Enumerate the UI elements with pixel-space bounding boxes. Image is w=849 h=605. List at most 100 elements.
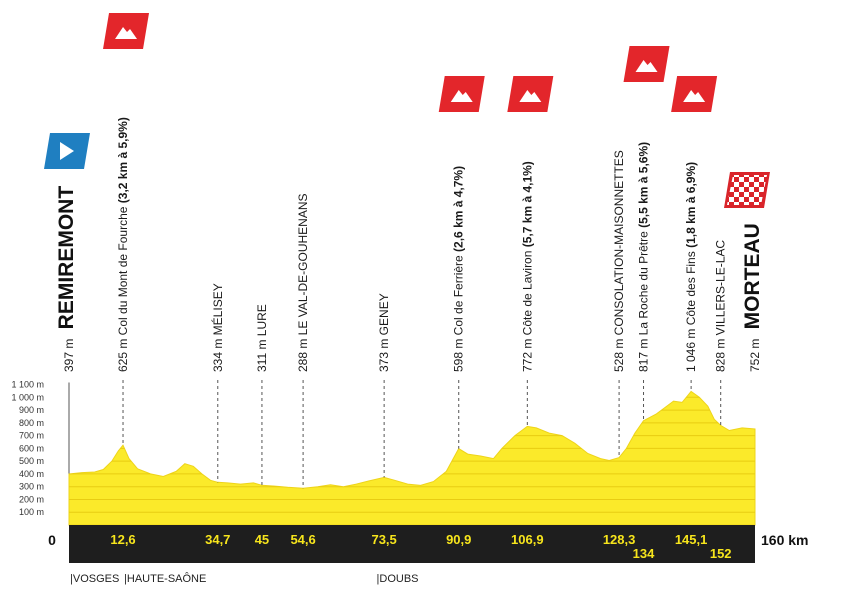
mountain-flag-icon	[623, 46, 670, 82]
mountain-flag-icon	[507, 76, 554, 112]
point-7: 772 m Côte de Laviron (5,7 km à 4,1%)	[520, 161, 534, 427]
checker-square	[749, 197, 754, 202]
climb-details: (5,5 km à 5,6%)	[637, 142, 651, 231]
km-axis-band	[69, 525, 755, 563]
checker-square	[744, 182, 749, 187]
checker-square	[744, 192, 749, 197]
point-altitude: 288 m	[296, 335, 310, 372]
climb-details: (1,8 km à 6,9%)	[684, 162, 698, 251]
y-tick-label: 600 m	[19, 443, 44, 453]
checker-square	[739, 187, 744, 192]
point-altitude: 772 m	[520, 335, 534, 372]
point-4: 288 m LE VAL-DE-GOUHENANS	[296, 194, 310, 489]
point-name: VILLERS-LE-LAC	[714, 240, 728, 336]
km-label: 152	[710, 546, 732, 561]
point-name: GENEY	[377, 293, 391, 335]
point-name: LURE	[255, 304, 269, 336]
point-label: 1 046 m Côte des Fins (1,8 km à 6,9%)	[684, 162, 698, 372]
checker-square	[759, 197, 764, 202]
point-2: 334 m MÉLISEY	[210, 283, 225, 483]
checker-square	[739, 197, 744, 202]
y-tick-label: 700 m	[19, 431, 44, 441]
point-12: 752 m MORTEAU	[741, 223, 764, 372]
profile-area	[68, 390, 756, 526]
climb-details: (5,7 km à 4,1%)	[520, 161, 534, 250]
point-name: CONSOLATION-MAISONNETTES	[612, 150, 626, 335]
km-label: 90,9	[446, 532, 471, 547]
checker-square	[729, 187, 734, 192]
mountain-flag-icon	[671, 76, 718, 112]
mountain-glyph	[115, 27, 138, 39]
point-label: 373 m GENEY	[377, 293, 391, 372]
point-label: 334 m MÉLISEY	[210, 283, 225, 372]
mountain-flag-icon	[103, 13, 150, 49]
climb-details: (3,2 km à 5,9%)	[116, 117, 130, 206]
checker-square	[759, 177, 764, 182]
checker-square	[749, 187, 754, 192]
point-altitude: 1 046 m	[684, 325, 698, 372]
point-altitude: 598 m	[452, 335, 466, 372]
checker-square	[744, 175, 749, 177]
y-tick-label: 500 m	[19, 456, 44, 466]
checker-square	[769, 197, 774, 202]
y-tick-label: 300 m	[19, 482, 44, 492]
point-label: 397 m REMIREMONT	[55, 186, 78, 372]
mountain-glyph	[683, 90, 706, 102]
point-label: 528 m CONSOLATION-MAISONNETTES	[612, 150, 626, 372]
checker-square	[754, 202, 759, 205]
region-label: |HAUTE-SAÔNE	[124, 572, 206, 585]
checker-square	[754, 182, 759, 187]
checker-square	[734, 192, 739, 197]
km-end-label: 160 km	[761, 532, 808, 548]
region-label: |DOUBS	[377, 573, 419, 585]
mountain-glyph	[450, 90, 473, 102]
point-label: 288 m LE VAL-DE-GOUHENANS	[296, 194, 310, 373]
checker-square	[734, 202, 739, 205]
mountain-glyph	[635, 60, 658, 72]
checker-square	[734, 175, 739, 177]
y-tick-label: 100 m	[19, 507, 44, 517]
point-label: 598 m Col de Ferrière (2,6 km à 4,7%)	[452, 166, 466, 372]
point-altitude: 373 m	[377, 335, 391, 372]
point-9: 817 m La Roche du Prêtre (5,5 km à 5,6%)	[637, 142, 651, 421]
point-town-name: MORTEAU	[741, 223, 764, 329]
checker-square	[749, 177, 754, 182]
checker-square	[727, 202, 729, 205]
point-altitude: 625 m	[116, 335, 130, 372]
km-start-label: 0	[48, 532, 56, 548]
km-label: 106,9	[511, 532, 544, 547]
km-label: 134	[633, 546, 655, 561]
y-tick-label: 900 m	[19, 405, 44, 415]
checker-square	[769, 207, 774, 212]
km-label: 128,3	[603, 532, 636, 547]
checker-square	[727, 175, 729, 177]
flag-shape	[724, 172, 770, 208]
point-3: 311 m LURE	[255, 304, 269, 486]
point-name: MÉLISEY	[210, 283, 225, 335]
point-altitude: 334 m	[211, 335, 225, 372]
checker-square	[754, 192, 759, 197]
checker-square	[764, 175, 767, 177]
checker-square	[769, 177, 774, 182]
km-label: 45	[255, 532, 269, 547]
mountain-flag-icon	[438, 76, 485, 112]
point-label: 311 m LURE	[255, 304, 269, 372]
point-name: Côte de Laviron	[520, 251, 534, 336]
km-label: 34,7	[205, 532, 230, 547]
y-tick-label: 800 m	[19, 418, 44, 428]
point-6: 598 m Col de Ferrière (2,6 km à 4,7%)	[452, 166, 466, 449]
point-name: Col de Ferrière	[452, 255, 466, 335]
point-altitude: 828 m	[714, 335, 728, 372]
y-tick-label: 1 000 m	[11, 392, 44, 402]
point-altitude: 752 m	[748, 335, 762, 372]
checker-square	[739, 177, 744, 182]
start-flag-icon	[44, 133, 90, 169]
point-altitude: 311 m	[255, 336, 269, 372]
km-label: 54,6	[290, 532, 315, 547]
checker-square	[759, 187, 764, 192]
km-label: 12,6	[110, 532, 135, 547]
region-label: |VOSGES	[70, 573, 119, 585]
km-label: 73,5	[371, 532, 396, 547]
